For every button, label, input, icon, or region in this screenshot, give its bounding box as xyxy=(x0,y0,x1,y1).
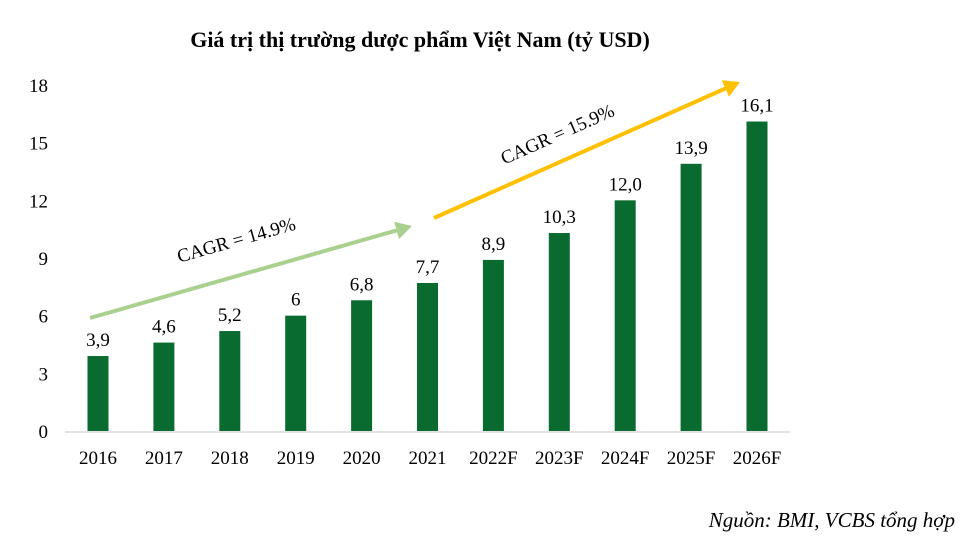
bar-2016 xyxy=(87,356,109,431)
cagr-arrow-head xyxy=(721,80,740,97)
bar-2020 xyxy=(351,300,373,431)
data-label: 10,3 xyxy=(543,207,576,228)
x-tick-label: 2020 xyxy=(343,448,381,469)
bar-2021 xyxy=(417,282,438,431)
x-tick-label: 2024F xyxy=(601,448,650,469)
cagr-label: CAGR = 14.9% xyxy=(175,214,298,268)
cagr-label: CAGR = 15.9% xyxy=(498,101,618,170)
data-label: 4,6 xyxy=(152,317,176,338)
x-tick-label: 2018 xyxy=(211,448,249,469)
cagr-arrow-head xyxy=(394,221,412,240)
cagr-arrow-line xyxy=(89,228,398,320)
x-tick-label: 2025F xyxy=(667,448,716,469)
data-label: 3,9 xyxy=(86,330,110,351)
bar-2025F xyxy=(680,163,702,432)
bar-2017 xyxy=(153,342,175,431)
y-tick-label: 3 xyxy=(39,364,49,385)
y-tick-label: 12 xyxy=(29,191,48,212)
data-label: 13,9 xyxy=(674,138,707,159)
chart-title: Giá trị thị trường dược phẩm Việt Nam (t… xyxy=(190,27,650,52)
y-tick-label: 18 xyxy=(29,76,48,97)
source-note: Nguồn: BMI, VCBS tổng hợp xyxy=(708,508,955,532)
bar-2023F xyxy=(548,233,570,431)
data-label: 6 xyxy=(291,290,301,311)
x-tick-label: 2016 xyxy=(79,448,117,469)
bar-2024F xyxy=(614,200,636,431)
x-tick-label: 2021 xyxy=(409,448,447,469)
bar-2019 xyxy=(285,315,307,431)
data-label: 7,7 xyxy=(416,257,440,278)
data-label: 12,0 xyxy=(609,174,642,195)
data-label: 16,1 xyxy=(740,96,773,117)
x-tick-label: 2017 xyxy=(145,448,183,469)
bar-2026F xyxy=(746,121,768,432)
y-tick-label: 6 xyxy=(39,307,49,328)
bar-2018 xyxy=(219,331,241,431)
bar-2022F xyxy=(482,259,504,431)
y-tick-label: 15 xyxy=(29,134,48,155)
data-label: 8,9 xyxy=(482,234,506,255)
x-tick-label: 2023F xyxy=(535,448,584,469)
y-tick-label: 9 xyxy=(39,249,49,270)
x-tick-label: 2022F xyxy=(469,448,518,469)
x-tick-label: 2026F xyxy=(733,448,782,469)
cagr-arrow-line xyxy=(433,86,727,220)
data-label: 5,2 xyxy=(218,305,242,326)
y-axis: 0 3 6 9 12 15 18 xyxy=(29,76,48,443)
cagr-annotations: CAGR = 14.9% CAGR = 15.9% xyxy=(89,80,740,320)
bars: 3,9 2016 4,6 2017 5,2 2018 6 2019 6,8 2020 7,7 2021… xyxy=(79,96,781,469)
data-label: 6,8 xyxy=(350,274,374,295)
x-tick-label: 2019 xyxy=(277,448,315,469)
y-tick-label: 0 xyxy=(39,422,49,443)
